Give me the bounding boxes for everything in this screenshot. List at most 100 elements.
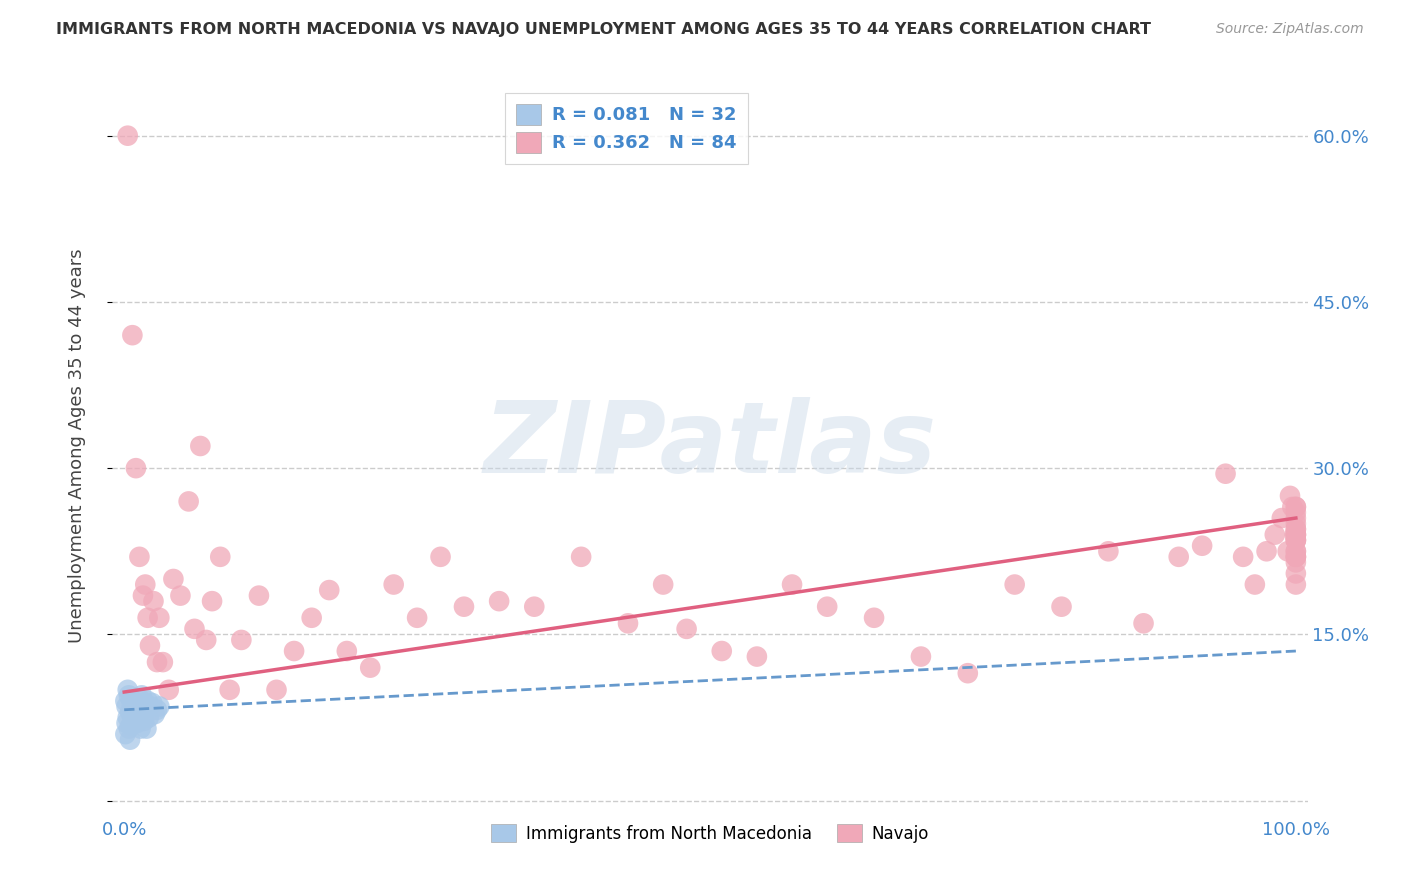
Point [1285,533,1308,548]
Point [359,660,381,674]
Point [118,689,141,703]
Point [114,727,136,741]
Point [132,714,156,728]
Point [134,577,156,591]
Point [139,639,162,653]
Y-axis label: Unemployment Among Ages 35 to 44 years: Unemployment Among Ages 35 to 44 years [67,249,86,643]
Point [710,644,733,658]
Point [1285,511,1308,525]
Point [406,611,429,625]
Point [188,439,212,453]
Point [1285,533,1308,548]
Point [177,494,200,508]
Point [141,696,163,710]
Point [162,572,184,586]
Point [120,732,141,747]
Point [139,699,162,714]
Point [231,632,253,647]
Point [1232,549,1254,564]
Point [121,710,143,724]
Point [336,644,359,658]
Point [115,699,138,714]
Point [1004,577,1026,591]
Point [129,722,152,736]
Point [1244,577,1267,591]
Point [1281,500,1303,514]
Point [128,549,150,564]
Point [617,616,640,631]
Point [266,682,288,697]
Point [1285,566,1308,581]
Point [1285,577,1308,591]
Point [136,694,159,708]
Point [132,703,155,717]
Point [117,710,139,724]
Point [1285,549,1308,564]
Point [863,611,886,625]
Point [169,589,191,603]
Point [1285,549,1308,564]
Point [118,722,141,736]
Point [1285,555,1308,569]
Point [143,707,166,722]
Point [120,705,141,719]
Point [382,577,405,591]
Point [1264,527,1286,541]
Point [1285,516,1308,531]
Point [247,589,270,603]
Point [201,594,224,608]
Point [956,666,979,681]
Point [569,549,592,564]
Point [283,644,305,658]
Point [1279,489,1302,503]
Point [120,718,142,732]
Point [124,703,146,717]
Point [1285,527,1308,541]
Point [318,583,340,598]
Point [488,594,510,608]
Point [910,649,932,664]
Point [209,549,232,564]
Point [127,707,149,722]
Point [142,594,165,608]
Point [1285,500,1308,514]
Point [1285,527,1308,541]
Point [1285,544,1308,558]
Point [1167,549,1189,564]
Point [453,599,475,614]
Point [131,689,153,703]
Point [1285,549,1308,564]
Point [117,128,139,143]
Point [117,682,139,697]
Point [815,599,838,614]
Point [157,682,180,697]
Point [148,699,170,714]
Point [1285,522,1308,536]
Point [114,694,136,708]
Point [115,716,138,731]
Point [128,691,150,706]
Point [1050,599,1073,614]
Point [152,655,174,669]
Point [1256,544,1278,558]
Point [780,577,803,591]
Point [135,722,157,736]
Point [1285,533,1308,548]
Point [1285,544,1308,558]
Point [1285,506,1308,520]
Legend: Immigrants from North Macedonia, Navajo: Immigrants from North Macedonia, Navajo [482,816,938,851]
Text: ZIPatlas: ZIPatlas [484,398,936,494]
Point [183,622,205,636]
Point [652,577,675,591]
Point [1285,500,1308,514]
Point [301,611,323,625]
Point [1191,539,1213,553]
Point [523,599,546,614]
Point [745,649,768,664]
Point [1285,522,1308,536]
Point [132,589,155,603]
Point [1277,544,1299,558]
Point [122,694,145,708]
Point [218,682,240,697]
Point [120,694,142,708]
